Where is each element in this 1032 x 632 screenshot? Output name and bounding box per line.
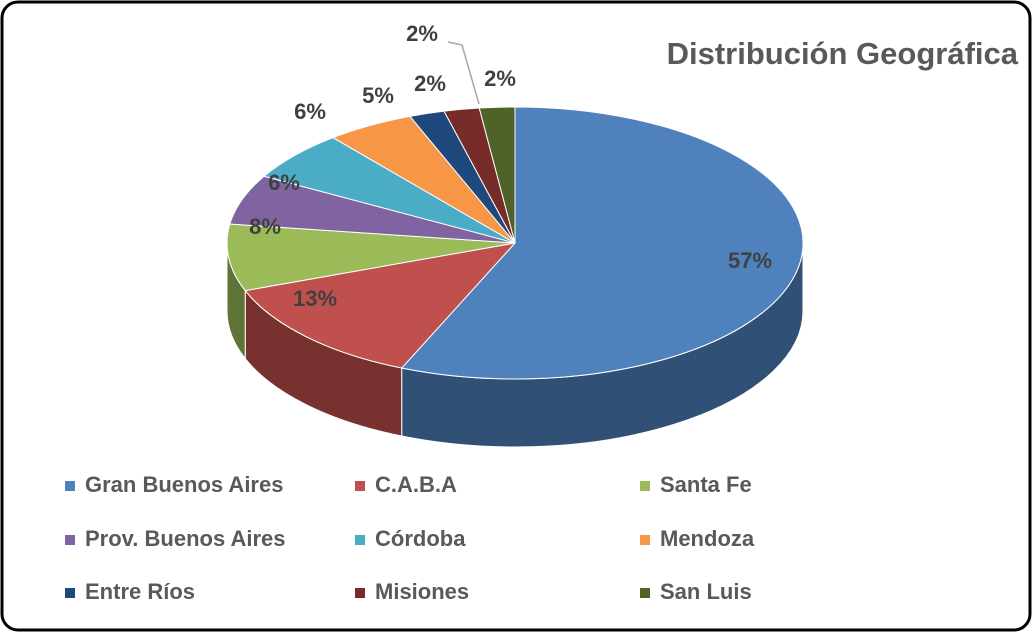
data-label: 2% bbox=[406, 21, 438, 46]
pie-slice bbox=[400, 106, 804, 380]
legend-swatch bbox=[640, 535, 650, 545]
legend-label: Gran Buenos Aires bbox=[85, 472, 283, 497]
data-label: 8% bbox=[249, 214, 281, 239]
legend-swatch bbox=[640, 481, 650, 491]
pie-slice bbox=[478, 106, 516, 244]
legend-label: Santa Fe bbox=[660, 472, 752, 497]
data-label: 6% bbox=[294, 99, 326, 124]
pie-slice bbox=[244, 242, 517, 369]
data-label: 57% bbox=[728, 248, 772, 273]
legend-swatch bbox=[65, 588, 75, 598]
legend-swatch bbox=[355, 588, 365, 598]
data-label: 5% bbox=[362, 83, 394, 108]
data-label: 2% bbox=[414, 71, 446, 96]
chart-title: Distribución Geográfica bbox=[667, 36, 1019, 71]
legend-swatch bbox=[355, 481, 365, 491]
data-label: 6% bbox=[268, 170, 300, 195]
data-label: 13% bbox=[293, 286, 337, 311]
legend-label: Prov. Buenos Aires bbox=[85, 526, 286, 551]
legend-label: San Luis bbox=[660, 579, 752, 604]
data-label: 2% bbox=[484, 66, 516, 91]
legend-swatch bbox=[65, 535, 75, 545]
legend-swatch bbox=[65, 481, 75, 491]
legend-label: C.A.B.A bbox=[375, 472, 457, 497]
legend-label: Córdoba bbox=[375, 526, 466, 551]
legend-swatch bbox=[355, 535, 365, 545]
pie-slice bbox=[226, 223, 516, 292]
legend-label: Misiones bbox=[375, 579, 469, 604]
leader-line bbox=[447, 41, 480, 105]
legend-label: Mendoza bbox=[660, 526, 755, 551]
legend-swatch bbox=[640, 588, 650, 598]
legend-label: Entre Ríos bbox=[85, 579, 195, 604]
